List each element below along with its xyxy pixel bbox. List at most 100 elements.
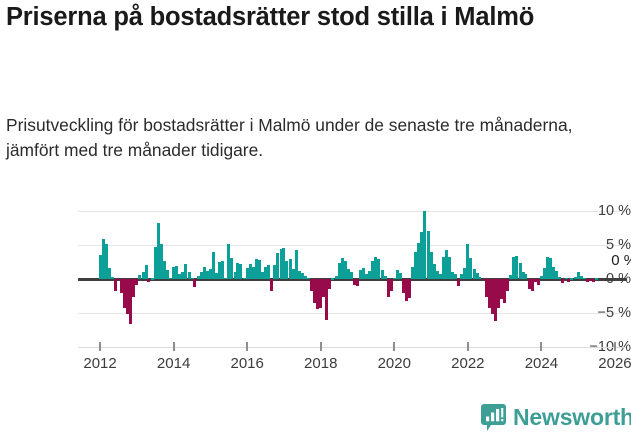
chart-bar (279, 249, 283, 279)
chart-bar (310, 279, 314, 291)
chart-bar (202, 266, 206, 279)
chart-bar (450, 272, 454, 279)
chart-bar (496, 279, 500, 309)
chart-bar (503, 279, 507, 304)
chart-bar (159, 243, 163, 279)
chart-bar (261, 271, 265, 279)
chart-bar (595, 278, 599, 280)
chart-bar (432, 264, 436, 279)
chart-bar (165, 270, 169, 279)
chart-bar (328, 279, 332, 289)
newsworthy-wordmark: Newsworthy (513, 404, 631, 430)
zero-axis-line (78, 277, 626, 281)
chart-bar (349, 272, 353, 279)
chart-bar (172, 266, 176, 279)
chart-bar (156, 222, 160, 279)
chart-bar (116, 279, 120, 281)
x-axis-tick-label: 2026 (598, 355, 631, 372)
chart-bar (193, 279, 197, 288)
chart-bar (395, 270, 399, 279)
chart-bar (408, 279, 412, 299)
chart-bar (570, 278, 574, 280)
x-axis-tick-label: 2014 (156, 355, 191, 372)
chart-bar (169, 277, 173, 279)
chart-bar (178, 273, 182, 279)
chart-bar (500, 279, 504, 300)
chart-bar (126, 279, 130, 314)
chart-bar (429, 251, 433, 279)
x-axis-tick (466, 342, 469, 351)
chart-bar (368, 270, 372, 279)
x-axis-tick (393, 342, 396, 351)
chart-bar (582, 277, 586, 279)
y-axis-tick-label: 5 % (606, 237, 631, 253)
y-axis-tick-label: 10 % (597, 203, 631, 219)
chart-bar (119, 279, 123, 294)
chart-bar (493, 279, 497, 322)
chart-bar (579, 275, 583, 279)
chart-bar (303, 276, 307, 279)
x-axis-tick-label: 2016 (230, 355, 264, 372)
chart-bar (322, 279, 326, 298)
chart-bar (414, 252, 418, 279)
chart-bar (466, 243, 470, 279)
chart-bar (334, 275, 338, 279)
chart-bar (445, 249, 449, 279)
chart-bar (307, 277, 311, 279)
chart-bar (190, 277, 194, 279)
chart-bar (585, 279, 589, 282)
bar-chart: 10 % 5 % 0 % −5 % −10 % 2012 2014 2016 2018 2020… (0, 195, 631, 395)
chart-bar (196, 276, 200, 279)
chart-bar (251, 266, 255, 279)
chart-annotation: 0 % (611, 252, 631, 270)
chart-bar (399, 272, 403, 279)
chart-bar (138, 274, 142, 279)
chart-bar (101, 238, 105, 279)
chart-bar (478, 276, 482, 279)
chart-bar (380, 270, 384, 279)
chart-bar (377, 259, 381, 279)
chart-bar (254, 258, 258, 279)
chart-bar (484, 279, 488, 297)
chart-bar (114, 279, 117, 291)
chart-bar (530, 279, 534, 292)
chart-bar (524, 273, 528, 279)
chart-bar (141, 271, 145, 279)
plot-area (78, 195, 626, 355)
chart-bar (353, 279, 357, 286)
chart-bar (175, 266, 179, 279)
chart-bar (512, 257, 516, 279)
chart-bar (475, 272, 479, 279)
chart-bar (472, 268, 476, 279)
chart-bar (561, 279, 565, 284)
chart-bar (337, 262, 341, 279)
gridline (78, 313, 626, 314)
chart-bar (490, 279, 494, 315)
chart-bar (245, 268, 249, 279)
chart-bar (233, 271, 237, 279)
chart-bar (150, 278, 154, 280)
chart-bar (227, 243, 231, 279)
chart-bar (542, 268, 546, 279)
chart-bar (123, 279, 127, 309)
chart-bar (267, 265, 270, 279)
chart-bar (129, 279, 133, 324)
chart-bar (218, 262, 222, 279)
x-axis-tick-label: 2022 (451, 355, 485, 372)
chart-bar (555, 270, 559, 279)
chart-bar (389, 279, 393, 292)
chart-bar (588, 279, 592, 282)
chart-bar (358, 270, 362, 279)
chart-bar (518, 262, 522, 279)
chart-bar (438, 274, 442, 279)
chart-bar (558, 276, 562, 279)
x-axis-tick (613, 342, 616, 351)
chart-bar (205, 270, 209, 279)
chart-bar (515, 255, 519, 279)
chart-bar (481, 279, 485, 281)
chart-bar (435, 270, 439, 279)
chart-bar (454, 273, 458, 279)
chart-bar (549, 257, 553, 279)
chart-bar (576, 271, 580, 279)
